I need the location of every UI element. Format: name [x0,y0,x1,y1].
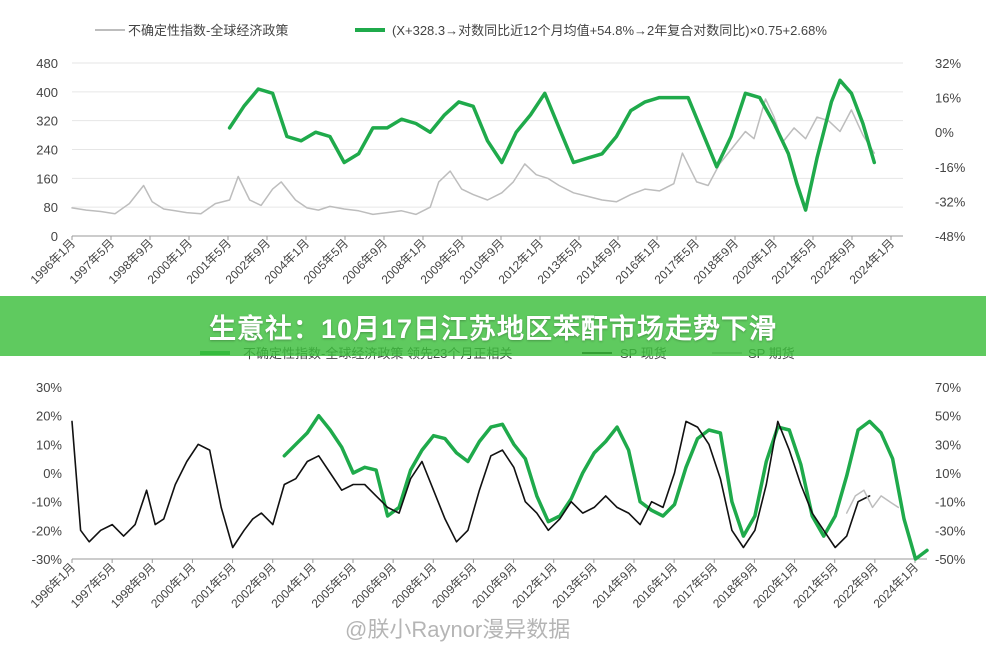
y-right-tick-label: 0% [935,125,954,140]
series-line [227,78,877,212]
y-left-tick-label: 240 [36,143,58,158]
legend-label: (X+328.3→对数同比近12个月均值+54.8%→2年复合对数同比)×0.7… [392,23,827,38]
series-line [282,413,929,561]
y-left-tick-label: 480 [36,56,58,71]
y-left-tick-label: 10% [36,437,62,452]
series-line [71,98,876,216]
y-left-tick-label: 20% [36,409,62,424]
headline-text: 生意社：10月17日江苏地区苯酐市场走势下滑 [208,313,778,344]
legend-label: 不确定性指数-全球经济政策 [128,23,288,38]
y-left-tick-label: 0 [51,229,58,244]
y-right-tick-label: 32% [935,56,961,71]
y-left-tick-label: -10% [32,495,63,510]
y-left-tick-label: 320 [36,114,58,129]
y-right-tick-label: 10% [935,466,961,481]
y-left-tick-label: 30% [36,380,62,395]
y-left-tick-label: 80 [44,200,58,215]
y-right-tick-label: -32% [935,194,966,209]
headline-banner: 生意社：10月17日江苏地区苯酐市场走势下滑 [0,296,986,356]
y-right-tick-label: 16% [935,91,961,106]
y-left-tick-label: 160 [36,171,58,186]
y-right-tick-label: -48% [935,229,966,244]
y-right-tick-label: -16% [935,160,966,175]
series-line [71,420,871,549]
y-right-tick-label: -10% [935,495,966,510]
y-left-tick-label: 0% [43,466,62,481]
y-left-tick-label: -30% [32,552,63,567]
y-right-tick-label: 50% [935,409,961,424]
y-right-tick-label: -30% [935,523,966,538]
y-right-tick-label: -50% [935,552,966,567]
series-line [845,489,900,514]
y-right-tick-label: 70% [935,380,961,395]
y-left-tick-label: -20% [32,523,63,538]
watermark-text: @朕小Raynor漫异数据 [345,617,571,642]
y-left-tick-label: 400 [36,85,58,100]
y-right-tick-label: 30% [935,437,961,452]
